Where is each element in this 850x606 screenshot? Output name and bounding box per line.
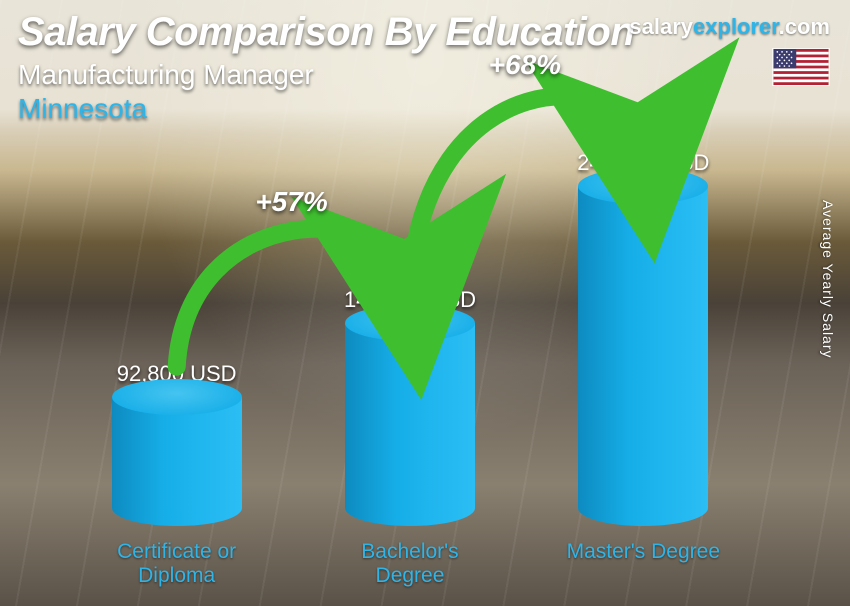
increase-arc	[410, 96, 643, 292]
brand-part-c: .com	[779, 14, 830, 39]
bar-label: Bachelor's Degree	[325, 540, 495, 588]
bar-label: Certificate or Diploma	[92, 540, 262, 588]
increase-label: +57%	[255, 186, 327, 218]
bar-label: Master's Degree	[558, 540, 728, 588]
increase-arc	[177, 229, 410, 367]
bar-chart: 92,800 USD146,000 USD244,000 USD Certifi…	[60, 68, 760, 588]
us-flag-icon	[772, 48, 830, 86]
y-axis-label: Average Yearly Salary	[820, 200, 836, 359]
arcs-overlay	[60, 28, 760, 488]
labels-container: Certificate or Diploma Bachelor's Degree M…	[60, 540, 760, 588]
increase-label: +68%	[489, 49, 561, 81]
